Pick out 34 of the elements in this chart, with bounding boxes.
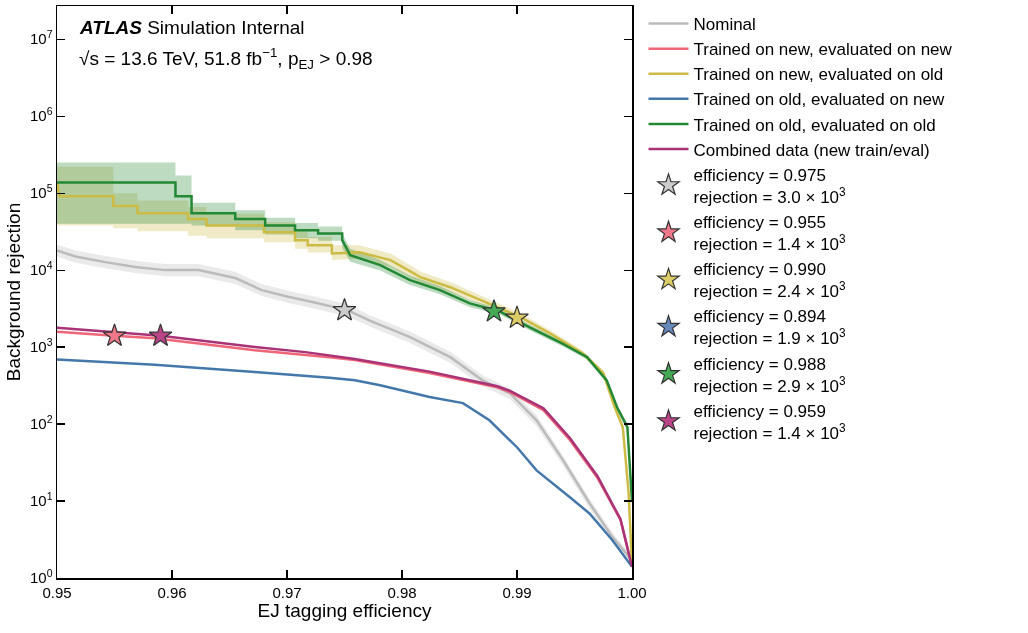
point bbox=[102, 323, 127, 347]
point bbox=[505, 305, 529, 329]
x-tick-label: 0.97 bbox=[272, 583, 302, 601]
y-axis-title: Background rejection bbox=[3, 202, 25, 382]
annotation: ATLAS bbox=[79, 17, 143, 38]
y-tick-label: 10$^{5}$ bbox=[29, 182, 53, 202]
legend-label: Trained on old, evaluated on old bbox=[693, 115, 936, 135]
point bbox=[332, 297, 357, 321]
y-tick-label: 10$^{3}$ bbox=[29, 336, 53, 356]
point bbox=[148, 323, 173, 347]
y-tick-label: 10$^{6}$ bbox=[29, 105, 53, 125]
y-tick-label: 10$^{2}$ bbox=[29, 413, 53, 433]
legend-label: efficiency = 0.894 rejection = 1.9 × 10$^{3}$ bbox=[693, 307, 847, 349]
x-tick-label: 1.00 bbox=[617, 583, 647, 601]
legend-label: Nominal bbox=[693, 15, 756, 35]
point bbox=[482, 299, 506, 322]
annotation: Simulation Internal bbox=[147, 17, 305, 38]
y-tick-label: 10$^{4}$ bbox=[29, 259, 53, 279]
x-tick-label: 0.98 bbox=[387, 583, 417, 601]
legend-label: efficiency = 0.955 rejection = 1.4 × 10$^{3}$ bbox=[693, 212, 847, 255]
legend-label: Combined data (new train/eval) bbox=[693, 140, 930, 160]
legend-label: efficiency = 0.988 rejection = 2.9 × 10$^{3}$ bbox=[693, 354, 847, 396]
y-tick-label: 10$^{1}$ bbox=[29, 489, 53, 510]
x-axis-title: EJ tagging efficiency bbox=[257, 600, 432, 622]
legend-label: Trained on new, evaluated on new bbox=[693, 40, 953, 60]
y-tick-label: 10$^{7}$ bbox=[29, 28, 53, 48]
annotation: √s = 13.6 TeV, 51.8 fb$^{−1}$, p$_{EJ}$ > 0.98 bbox=[79, 45, 373, 72]
legend-label: efficiency = 0.959 rejection = 1.4 × 10$^{3}$ bbox=[693, 401, 847, 443]
legend-label: efficiency = 0.990 rejection = 2.4 × 10$^{3}$ bbox=[693, 260, 847, 302]
legend-label: Trained on old, evaluated on new bbox=[693, 90, 945, 110]
x-tick-label: 0.96 bbox=[157, 583, 187, 601]
legend-label: efficiency = 0.975 rejection = 3.0 × 10$^{3}$ bbox=[693, 165, 847, 207]
legend-label: Trained on new, evaluated on old bbox=[693, 65, 944, 85]
x-tick-label: 0.99 bbox=[502, 583, 532, 601]
